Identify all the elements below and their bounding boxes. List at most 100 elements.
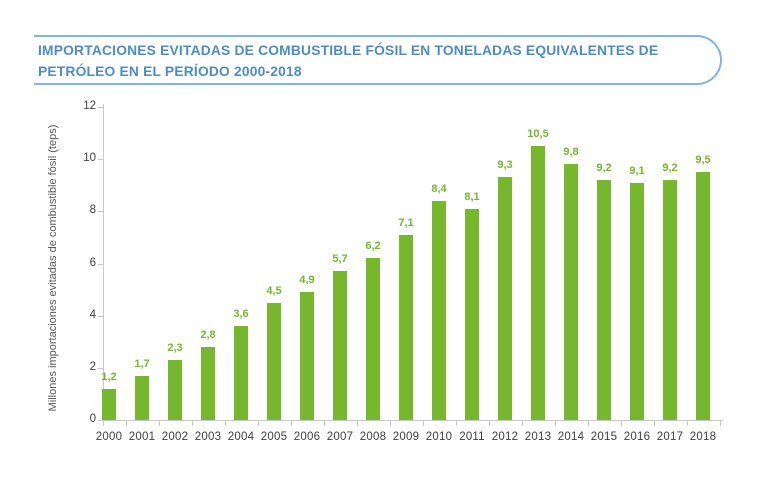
bar-2016 bbox=[630, 182, 644, 420]
y-tick bbox=[98, 159, 103, 161]
bar-value-label: 9,1 bbox=[629, 164, 645, 177]
bar-2013 bbox=[531, 146, 545, 420]
y-tick bbox=[98, 367, 103, 369]
x-tick-label: 2008 bbox=[359, 431, 387, 443]
y-tick-label: 10 bbox=[83, 152, 96, 165]
x-tick bbox=[224, 421, 226, 426]
bar-2011 bbox=[465, 208, 479, 420]
x-tick-label: 2001 bbox=[128, 431, 156, 443]
bar-value-label: 4,5 bbox=[266, 284, 282, 297]
x-tick bbox=[587, 421, 589, 426]
x-tick-label: 2010 bbox=[425, 431, 453, 443]
x-tick-label: 2013 bbox=[524, 431, 552, 443]
x-tick-label: 2018 bbox=[689, 431, 717, 443]
y-tick bbox=[98, 315, 103, 317]
bar-2014 bbox=[564, 164, 578, 420]
x-tick-label: 2004 bbox=[227, 431, 255, 443]
bar-2003 bbox=[201, 346, 215, 420]
x-tick bbox=[521, 421, 523, 426]
y-tick-label: 0 bbox=[89, 413, 96, 425]
y-tick-label: 2 bbox=[89, 360, 96, 373]
title-box: IMPORTACIONES EVITADAS DE COMBUSTIBLE FÓ… bbox=[34, 35, 722, 85]
page-title: IMPORTACIONES EVITADAS DE COMBUSTIBLE FÓ… bbox=[38, 40, 678, 82]
title-line-2: PETRÓLEO EN EL PERÍODO 2000-2018 bbox=[38, 64, 302, 79]
x-tick bbox=[488, 421, 490, 426]
bar-2007 bbox=[333, 271, 347, 420]
x-tick bbox=[323, 421, 325, 426]
bar-value-label: 5,7 bbox=[332, 253, 348, 266]
x-tick bbox=[653, 421, 655, 426]
x-tick bbox=[455, 421, 457, 426]
x-tick-label: 2016 bbox=[623, 431, 651, 443]
x-axis-line bbox=[103, 420, 723, 421]
bar-value-label: 2,3 bbox=[167, 342, 183, 354]
x-tick bbox=[103, 421, 104, 426]
bar-value-label: 1,7 bbox=[134, 357, 150, 370]
x-tick-label: 2017 bbox=[656, 431, 684, 443]
y-tick bbox=[98, 107, 103, 108]
x-tick-label: 2002 bbox=[161, 431, 189, 443]
bar-value-label: 4,9 bbox=[299, 274, 315, 287]
x-tick-label: 2009 bbox=[392, 431, 420, 443]
bar-2002 bbox=[168, 360, 182, 420]
bar-2008 bbox=[366, 258, 380, 420]
y-tick bbox=[98, 263, 103, 265]
bar-value-label: 6,2 bbox=[365, 240, 381, 253]
x-tick-label: 2005 bbox=[260, 431, 288, 443]
bar-value-label: 2,8 bbox=[200, 328, 216, 341]
x-tick bbox=[554, 421, 556, 426]
bar-value-label: 10,5 bbox=[527, 128, 549, 141]
x-tick-label: 2003 bbox=[194, 431, 222, 443]
x-tick bbox=[620, 421, 622, 426]
x-tick-label: 2000 bbox=[95, 431, 123, 443]
x-tick-label: 2014 bbox=[557, 431, 585, 443]
x-tick bbox=[356, 421, 358, 426]
x-tick bbox=[257, 421, 259, 426]
y-tick bbox=[98, 211, 103, 213]
bar-2018 bbox=[696, 172, 710, 420]
bar-value-label: 9,2 bbox=[596, 162, 612, 175]
bar-value-label: 8,1 bbox=[464, 190, 480, 203]
x-tick bbox=[125, 421, 127, 426]
x-tick bbox=[389, 421, 391, 426]
y-tick-label: 8 bbox=[89, 204, 96, 217]
x-tick-label: 2007 bbox=[326, 431, 354, 443]
y-axis-line bbox=[103, 104, 104, 421]
bar-value-label: 9,5 bbox=[695, 154, 711, 167]
bar-value-label: 9,8 bbox=[563, 146, 579, 159]
x-tick bbox=[686, 421, 688, 426]
y-tick bbox=[98, 420, 103, 421]
x-tick-label: 2006 bbox=[293, 431, 321, 443]
bar-2004 bbox=[234, 326, 248, 420]
bar-2012 bbox=[498, 177, 512, 420]
bar-2006 bbox=[300, 292, 314, 420]
x-tick bbox=[290, 421, 292, 426]
x-tick bbox=[158, 421, 160, 426]
bar-value-label: 1,2 bbox=[101, 370, 117, 383]
bar-2000 bbox=[102, 388, 116, 420]
y-tick-label: 4 bbox=[89, 308, 96, 321]
x-tick bbox=[191, 421, 193, 426]
y-tick-label: 12 bbox=[83, 100, 96, 112]
x-tick bbox=[719, 421, 721, 426]
y-axis-title: Millones importaciones evitadas de combu… bbox=[47, 124, 59, 412]
bar-value-label: 7,1 bbox=[398, 216, 414, 229]
bar-value-label: 8,4 bbox=[431, 182, 447, 195]
bar-value-label: 9,2 bbox=[662, 162, 678, 175]
title-line-1: IMPORTACIONES EVITADAS DE COMBUSTIBLE FÓ… bbox=[38, 43, 659, 58]
x-tick bbox=[422, 421, 424, 426]
bar-2010 bbox=[432, 200, 446, 420]
x-tick-label: 2015 bbox=[590, 431, 618, 443]
bar-2015 bbox=[597, 180, 611, 420]
bar-value-label: 9,3 bbox=[497, 159, 513, 172]
bar-2001 bbox=[135, 375, 149, 420]
bar-2005 bbox=[267, 302, 281, 420]
bar-2017 bbox=[663, 180, 677, 420]
bar-value-label: 3,6 bbox=[233, 308, 249, 321]
x-tick-label: 2012 bbox=[491, 431, 519, 443]
y-tick-label: 6 bbox=[89, 256, 96, 269]
x-tick-label: 2011 bbox=[459, 431, 485, 443]
bar-2009 bbox=[399, 234, 413, 420]
